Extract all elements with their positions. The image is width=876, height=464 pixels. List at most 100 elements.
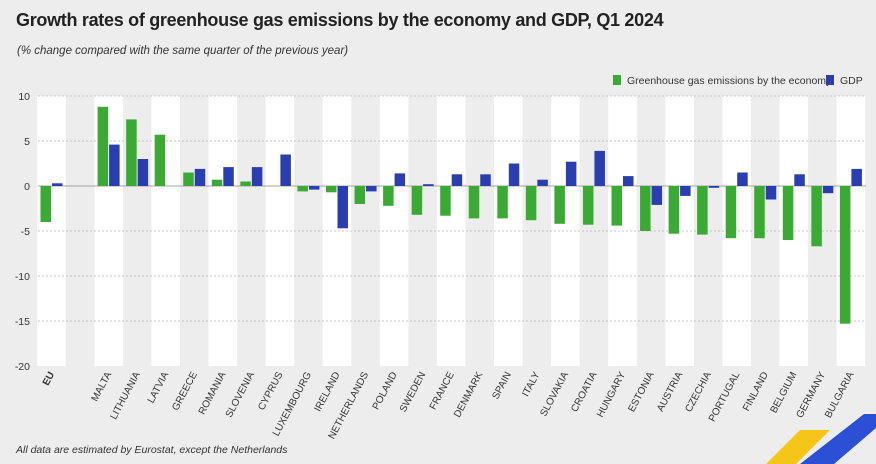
bar-ghg-romania <box>211 179 223 186</box>
bar-gdp-ireland <box>337 186 348 229</box>
bar-ghg-germany <box>811 186 822 247</box>
x-tick-label: SWEDEN <box>398 370 428 414</box>
bar-gdp-austria <box>680 186 691 196</box>
bar-gdp-slovenia <box>251 167 263 186</box>
bar-ghg-france <box>440 186 451 216</box>
x-tick-label: POLAND <box>371 370 400 411</box>
bar-gdp-malta <box>109 144 120 186</box>
legend: Greenhouse gas emissions by the economy … <box>613 75 863 87</box>
eurostat-logo-corner <box>766 414 876 464</box>
bar-gdp-czechia <box>708 186 720 188</box>
bar-gdp-slovakia <box>565 161 577 186</box>
x-tick-label: FINLAND <box>741 370 771 413</box>
bars <box>40 106 862 324</box>
bar-ghg-bulgaria <box>839 186 851 324</box>
bar-gdp-spain <box>508 163 520 186</box>
x-tick-label: ITALY <box>520 370 542 399</box>
y-tick-label: 10 <box>18 91 30 103</box>
x-tick-label: DENMARK <box>452 370 485 420</box>
bar-gdp-greece <box>194 168 206 186</box>
bar-gdp-france <box>451 174 463 186</box>
bar-ghg-luxembourg <box>297 186 308 192</box>
bar-gdp-luxembourg <box>308 186 320 190</box>
bar-ghg-ireland <box>326 186 337 193</box>
bar-ghg-estonia <box>640 186 651 231</box>
bar-ghg-poland <box>383 186 394 206</box>
x-tick-label: EU <box>41 370 57 387</box>
bar-gdp-romania <box>223 167 234 186</box>
bar-gdp-estonia <box>651 186 663 205</box>
x-tick-label: SLOVAKIA <box>538 370 571 418</box>
bar-ghg-lithuania <box>126 119 137 186</box>
bar-ghg-netherlands <box>354 186 366 204</box>
bar-gdp-finland <box>765 186 777 200</box>
bar-ghg-czechia <box>697 186 708 235</box>
x-tick-label: LATVIA <box>146 370 172 405</box>
x-tick-label: IRELAND <box>313 370 343 413</box>
bar-ghg-finland <box>754 186 765 239</box>
x-tick-label: LITHUANIA <box>109 370 143 422</box>
bar-ghg-spain <box>497 186 508 219</box>
legend-swatch-ghg <box>613 75 621 85</box>
x-tick-label: SLOVENIA <box>224 370 257 420</box>
x-tick-label: GREECE <box>170 370 200 413</box>
x-tick-label: BULGARIA <box>823 370 857 420</box>
y-tick-label: -20 <box>15 361 30 373</box>
y-tick-label: 0 <box>24 181 30 193</box>
x-tick-label: CZECHIA <box>683 370 713 414</box>
bar-ghg-malta <box>97 106 109 186</box>
legend-swatch-gdp <box>826 75 834 85</box>
x-tick-label: GERMANY <box>795 370 829 420</box>
y-tick-label: -5 <box>21 226 30 238</box>
bar-ghg-slovenia <box>240 181 251 186</box>
footnote: All data are estimated by Eurostat, exce… <box>16 444 288 456</box>
y-tick-label: 5 <box>24 136 30 148</box>
bar-ghg-slovakia <box>554 186 565 224</box>
bar-gdp-germany <box>822 186 834 194</box>
bar-ghg-belgium <box>782 186 794 240</box>
bar-ghg-sweden <box>411 186 423 215</box>
bar-ghg-italy <box>525 186 537 221</box>
bar-gdp-bulgaria <box>851 168 862 186</box>
legend-label-gdp: GDP <box>840 75 863 87</box>
bar-gdp-eu <box>52 183 63 186</box>
y-axis: 10 5 0 -5 -10 -15 -20 <box>15 91 30 373</box>
x-tick-label: CROATIA <box>569 370 599 414</box>
bar-gdp-netherlands <box>366 186 377 192</box>
bar-gdp-portugal <box>737 172 748 186</box>
bar-gdp-belgium <box>794 174 805 186</box>
x-tick-label: FRANCE <box>428 370 457 412</box>
bar-gdp-croatia <box>594 150 605 186</box>
bar-gdp-cyprus <box>280 154 291 186</box>
chart-subtitle: (% change compared with the same quarter… <box>17 45 349 57</box>
bar-gdp-lithuania <box>137 159 149 186</box>
legend-label-ghg: Greenhouse gas emissions by the economy <box>627 75 832 87</box>
x-tick-label: CYPRUS <box>256 370 285 412</box>
x-tick-label: BELGIUM <box>769 370 800 415</box>
bar-ghg-austria <box>668 186 680 234</box>
bar-gdp-hungary <box>623 176 634 186</box>
y-tick-label: -10 <box>15 271 30 283</box>
x-tick-label: ESTONIA <box>626 370 656 414</box>
bar-ghg-denmark <box>468 186 480 219</box>
x-tick-label: AUSTRIA <box>655 370 685 414</box>
logo-blue-stripe <box>800 414 876 464</box>
x-tick-label: HUNGARY <box>595 370 628 419</box>
bar-ghg-hungary <box>611 186 622 226</box>
y-tick-label: -15 <box>15 316 30 328</box>
bar-ghg-latvia <box>154 134 166 186</box>
logo-yellow-stripe <box>766 430 830 464</box>
bar-gdp-denmark <box>480 174 491 186</box>
x-tick-label: SPAIN <box>490 370 513 401</box>
bar-ghg-portugal <box>725 186 737 239</box>
x-tick-label: MALTA <box>90 370 115 404</box>
bar-gdp-italy <box>537 179 548 186</box>
bar-ghg-greece <box>183 172 194 186</box>
bar-ghg-eu <box>40 186 51 222</box>
chart-title: Growth rates of greenhouse gas emissions… <box>16 10 664 30</box>
bar-ghg-croatia <box>582 186 594 225</box>
x-tick-label: ROMANIA <box>197 370 229 417</box>
bar-gdp-poland <box>394 173 406 186</box>
